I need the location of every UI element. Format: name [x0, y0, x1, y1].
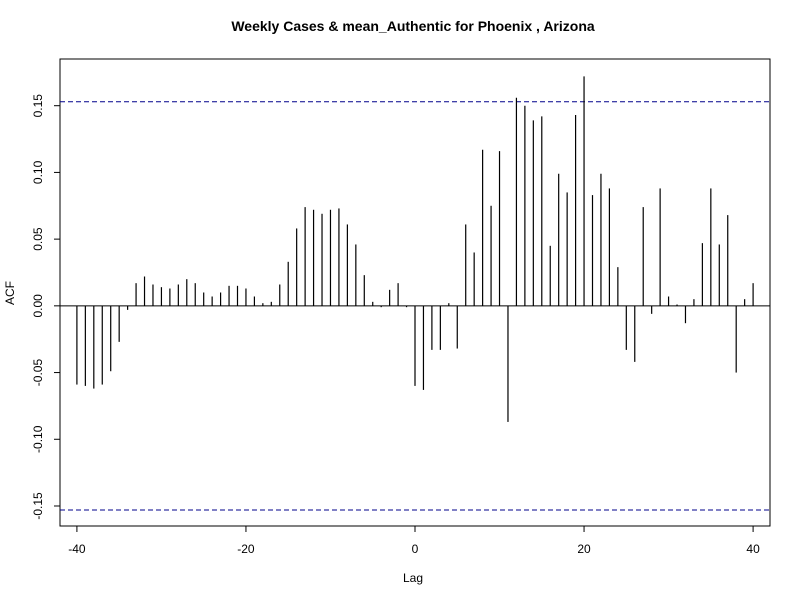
y-axis: -0.15 -0.10 -0.05 0.00 0.05 0.10 0.15: [31, 94, 61, 520]
y-tick-label: -0.15: [31, 492, 45, 520]
plot-frame: [59, 58, 771, 527]
x-tick-label: 40: [746, 542, 760, 556]
y-tick-label: -0.05: [31, 359, 45, 387]
x-axis-label: Lag: [403, 571, 423, 585]
chart-title: Weekly Cases & mean_Authentic for Phoeni…: [231, 18, 595, 34]
x-tick-label: -40: [68, 542, 86, 556]
x-tick-label: 20: [577, 542, 591, 556]
x-axis: -40 -20 0 20 40: [68, 525, 760, 556]
y-tick-label: 0.05: [31, 227, 45, 251]
y-axis-label: ACF: [3, 281, 17, 305]
y-tick-label: 0.00: [31, 294, 45, 318]
x-tick-label: 0: [412, 542, 419, 556]
y-tick-label: 0.15: [31, 94, 45, 118]
y-tick-label: -0.10: [31, 425, 45, 453]
acf-bars: [76, 76, 754, 422]
y-tick-label: 0.10: [31, 160, 45, 184]
x-tick-label: -20: [237, 542, 255, 556]
